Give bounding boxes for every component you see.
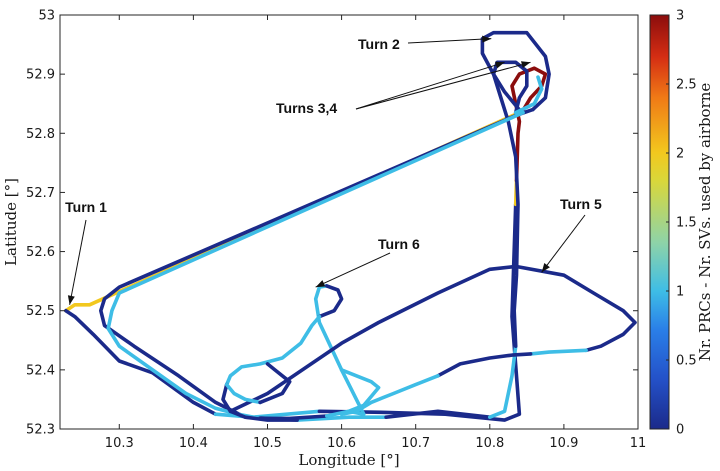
x-axis-label: Longitude [°] (298, 451, 399, 469)
track-segment-17 (224, 314, 322, 387)
track-segment-16 (317, 284, 344, 319)
plot-area: 10.3 10.4 10.5 10.6 10.7 10.8 10.9 11 52.352.45… (26, 9, 646, 452)
x-tick-label: 11 (630, 436, 647, 451)
colorbar-tick-label: 0.5 (676, 354, 697, 369)
colorbar-tick-label: 0 (676, 423, 684, 438)
colorbar-tick-label: 3 (676, 9, 684, 24)
annotation-label: Turn 5 (560, 196, 602, 212)
x-tick-label: 10.3 (105, 436, 134, 451)
track-segment-18 (221, 382, 299, 422)
y-tick-label: 52.6 (26, 245, 55, 260)
annotation-label: Turns 3,4 (276, 100, 337, 116)
annotation-arrow (315, 252, 391, 288)
colorbar-tick-label: 1 (676, 285, 684, 300)
track-series (64, 30, 637, 422)
annotation-arrow-head (541, 263, 550, 273)
track-segment-24 (224, 382, 262, 405)
track-segment-3 (317, 202, 522, 422)
track-segment-21 (436, 352, 533, 378)
track-segment-9 (384, 409, 492, 419)
track-segment-7 (99, 107, 535, 422)
y-tick-label: 53 (38, 9, 55, 24)
y-tick-label: 52.7 (26, 186, 55, 201)
annotation-label: Turn 6 (378, 236, 420, 252)
x-tick-label: 10.6 (327, 436, 356, 451)
track-segment-23 (339, 368, 381, 416)
y-axis-label: Latitude [°] (2, 178, 20, 266)
x-tick-label: 10.8 (475, 436, 504, 451)
annotation-arrow (69, 219, 87, 305)
track-segment-11 (491, 60, 529, 348)
colorbar-ticks: 0 0.5 1 1.5 2 2.5 3 (666, 9, 697, 438)
track-segment-20 (528, 348, 588, 356)
annotation-arrow-head (521, 61, 531, 68)
track-segment-22 (339, 374, 440, 416)
track-segment-12 (513, 75, 544, 115)
colorbar-tick-label: 2.5 (676, 78, 697, 93)
y-tick-label: 52.4 (26, 363, 55, 378)
annotation-arrow (355, 61, 531, 110)
track-segment-25 (258, 362, 292, 405)
annotation-arrow-head (495, 61, 505, 69)
annotation-label: Turn 1 (65, 199, 107, 215)
y-tick-label: 52.9 (26, 68, 55, 83)
annotation-arrow (407, 38, 492, 44)
annotation-arrow-head (482, 35, 492, 43)
y-tick-label: 52.8 (26, 127, 55, 142)
track-segment-8 (295, 415, 388, 422)
annotation-arrow-head (315, 280, 326, 288)
x-tick-label: 10.5 (253, 436, 282, 451)
y-tick-label: 52.5 (26, 304, 55, 319)
colorbar-label: Nr. PRCs - Nr. SVs. used by airborne (696, 83, 714, 362)
track-segment-10 (488, 344, 518, 419)
track-segment-19 (228, 264, 637, 414)
track-segment-13 (106, 110, 525, 421)
y-axis-ticks: 52.3 52.4 52.5 52.6 52.7 52.8 52.9 53 (26, 9, 638, 438)
track-segment-1 (64, 308, 218, 416)
annotation-arrow (541, 214, 586, 273)
annotations: Turn 1 Turn 2 Turns 3,4 Turn 5 Turn 6 (65, 35, 602, 305)
colorbar-tick-label: 1.5 (676, 216, 697, 231)
x-tick-label: 10.7 (401, 436, 430, 451)
colorbar: 0 0.5 1 1.5 2 2.5 3 Nr. PRCs - Nr. SVs. used b… (649, 9, 714, 438)
annotation-arrow-head (67, 295, 75, 305)
colorbar-tick-label: 2 (676, 147, 684, 162)
x-axis-ticks: 10.3 10.4 10.5 10.6 10.7 10.8 10.9 11 (105, 15, 646, 451)
annotation-arrow (355, 61, 505, 110)
y-tick-label: 52.3 (26, 423, 55, 438)
x-tick-label: 10.4 (179, 436, 208, 451)
x-tick-label: 10.9 (549, 436, 578, 451)
annotation-label: Turn 2 (358, 36, 400, 52)
